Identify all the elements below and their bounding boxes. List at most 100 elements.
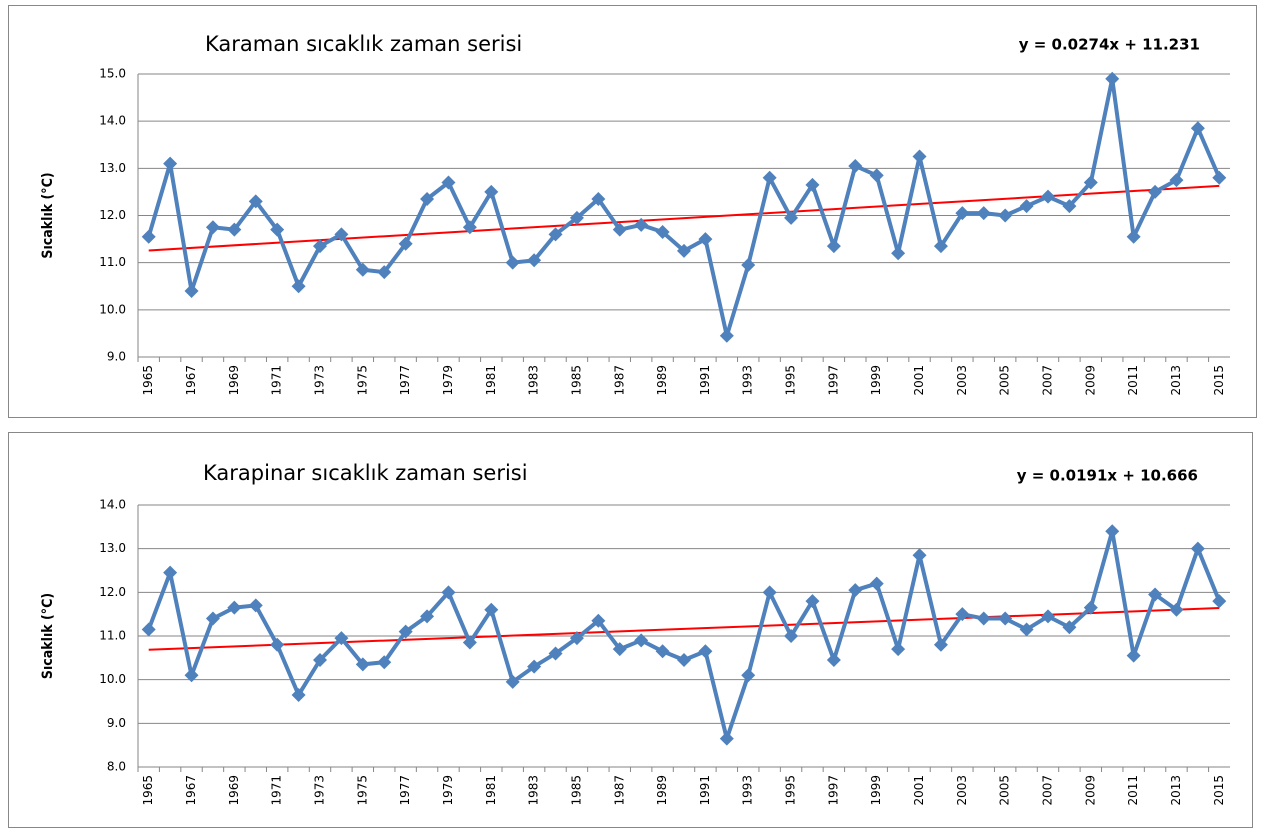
marker: [420, 609, 435, 624]
marker: [998, 208, 1013, 223]
chart-title: Karaman sıcaklık zaman serisi: [205, 32, 522, 56]
marker: [377, 655, 392, 670]
x-tick-label: 2001: [912, 365, 926, 396]
x-tick-label: 1989: [655, 365, 669, 396]
x-tick-label: 1993: [741, 365, 755, 396]
chart-title: Karapinar sıcaklık zaman serisi: [203, 461, 528, 485]
x-tick-label: 1989: [655, 775, 669, 806]
marker: [1190, 121, 1205, 136]
y-tick-label: 14.0: [99, 498, 126, 512]
x-tick-label: 2011: [1126, 365, 1140, 396]
marker: [784, 629, 799, 643]
x-tick-label: 2001: [912, 775, 926, 806]
marker: [205, 611, 220, 626]
x-tick-label: 1983: [527, 775, 541, 806]
marker: [377, 265, 392, 280]
marker: [1041, 189, 1055, 204]
x-tick-label: 2009: [1083, 775, 1097, 806]
marker: [741, 668, 756, 683]
marker: [762, 585, 777, 600]
marker: [569, 631, 584, 646]
marker: [313, 239, 327, 254]
x-tick-label: 1981: [484, 775, 498, 806]
marker: [1212, 170, 1227, 185]
marker: [141, 229, 156, 244]
y-tick-label: 10.0: [99, 672, 126, 686]
marker: [655, 225, 670, 240]
x-tick-label: 1965: [141, 775, 155, 806]
chart: 9.0 10.0 11.0 12.0 13.0 14.0 15.0 1965 1967 1969 1…: [40, 32, 1230, 396]
marker: [163, 156, 178, 171]
x-tick-label: 2003: [955, 775, 969, 806]
x-tick-label: 2005: [998, 365, 1012, 396]
marker: [505, 255, 520, 270]
x-tick-label: 2013: [1169, 365, 1183, 396]
marker: [548, 646, 563, 661]
x-tick-label: 1973: [313, 775, 327, 806]
x-tick-label: 1983: [527, 365, 541, 396]
marker: [1212, 594, 1227, 609]
marker: [612, 222, 627, 237]
marker: [1169, 173, 1184, 188]
marker: [1148, 184, 1163, 199]
annotation: y = 0.0274x + 11.231: [1019, 36, 1200, 54]
marker: [741, 258, 756, 273]
marker: [591, 191, 606, 206]
marker: [313, 653, 327, 668]
marker: [1083, 600, 1098, 615]
y-axis-label: Sıcaklık (°C): [40, 593, 56, 679]
marker: [1148, 587, 1163, 602]
x-tick-label: 2003: [955, 365, 969, 396]
marker: [891, 642, 906, 657]
x-tick-label: 2015: [1212, 365, 1226, 396]
x-tick-label: 1999: [869, 365, 883, 396]
x-tick-label: 2015: [1212, 775, 1226, 806]
marker: [1126, 648, 1141, 663]
marker: [698, 644, 713, 659]
y-tick-label: 12.0: [99, 208, 126, 222]
marker: [976, 611, 991, 626]
marker: [1169, 602, 1184, 617]
x-tick-label: 1965: [141, 365, 155, 396]
x-tick-label: 2007: [1041, 365, 1055, 396]
marker: [1062, 199, 1077, 214]
x-tick-label: 2009: [1083, 365, 1097, 396]
chart: 8.0 9.0 10.0 11.0 12.0 13.0 14.0 1965 1967 1969 19…: [40, 461, 1230, 806]
x-tick-label: 1995: [784, 365, 798, 396]
marker: [1126, 229, 1141, 244]
marker: [912, 149, 927, 164]
marker: [848, 158, 863, 173]
marker: [355, 657, 370, 672]
x-tick-label: 1979: [441, 775, 455, 806]
x-tick-label: 1987: [612, 365, 626, 396]
y-tick-label: 13.0: [99, 161, 126, 175]
y-tick-label: 8.0: [107, 760, 126, 774]
y-tick-label: 14.0: [99, 114, 126, 128]
marker: [1019, 199, 1034, 214]
x-tick-label: 1981: [484, 365, 498, 396]
marker: [891, 246, 906, 261]
marker: [612, 642, 627, 657]
marker: [955, 206, 970, 221]
marker: [1041, 609, 1055, 624]
marker: [869, 168, 884, 183]
marker: [826, 239, 841, 254]
marker: [355, 262, 370, 277]
marker: [805, 177, 820, 192]
marker: [248, 194, 263, 209]
marker: [398, 236, 413, 251]
marker: [655, 644, 670, 659]
y-tick-label: 13.0: [99, 541, 126, 555]
marker: [677, 653, 691, 668]
marker: [826, 653, 841, 668]
marker: [398, 624, 413, 639]
marker: [591, 613, 606, 628]
x-tick-label: 2013: [1169, 775, 1183, 806]
marker: [869, 576, 884, 591]
marker: [719, 328, 734, 343]
x-tick-label: 1979: [441, 365, 455, 396]
marker: [334, 631, 349, 646]
x-tick-label: 1993: [741, 775, 755, 806]
marker: [270, 222, 285, 237]
marker: [548, 227, 563, 242]
